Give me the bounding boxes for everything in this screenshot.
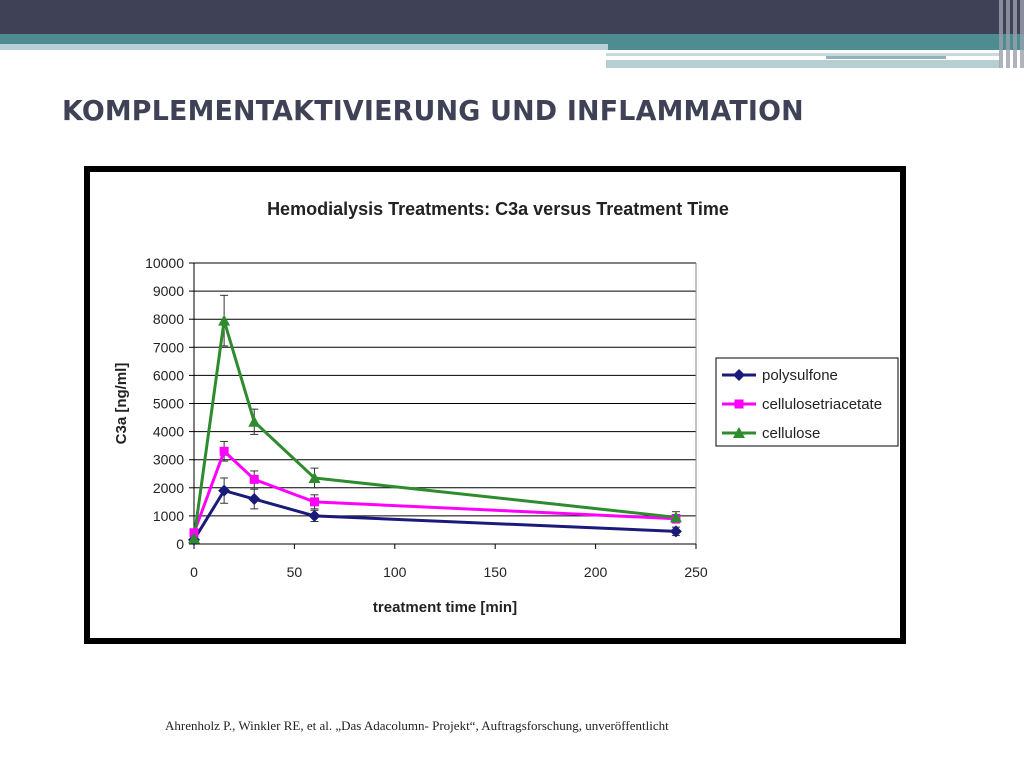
data-point-cellulose bbox=[669, 511, 682, 523]
data-point-polysulfone bbox=[669, 525, 682, 538]
x-tick-label: 200 bbox=[584, 564, 608, 580]
data-point-cellulose bbox=[248, 415, 261, 427]
legend-swatch-marker bbox=[734, 399, 744, 409]
citation: Ahrenholz P., Winkler RE, et al. „Das Ad… bbox=[165, 718, 669, 733]
data-point-cellulosetriacetate bbox=[249, 474, 259, 484]
series-line-cellulose bbox=[192, 320, 677, 539]
data-point-cellulosetriacetate bbox=[219, 446, 229, 456]
header-accent-line bbox=[826, 56, 946, 59]
data-point-polysulfone bbox=[308, 509, 321, 522]
legend-swatch-marker bbox=[733, 369, 745, 381]
y-tick-label: 8000 bbox=[153, 311, 184, 327]
data-point-cellulose bbox=[188, 532, 200, 544]
header-light-stripe bbox=[0, 44, 608, 50]
x-tick-label: 0 bbox=[190, 564, 198, 580]
x-tick-label: 150 bbox=[484, 564, 508, 580]
legend-label: cellulosetriacetate bbox=[762, 396, 882, 413]
data-point-cellulosetriacetate bbox=[309, 497, 319, 507]
y-tick-label: 10000 bbox=[145, 255, 184, 271]
y-tick-label: 4000 bbox=[153, 424, 184, 440]
y-tick-label: 0 bbox=[176, 536, 184, 552]
chart-title: Hemodialysis Treatments: C3a versus Trea… bbox=[267, 199, 729, 219]
data-point-cellulose bbox=[308, 471, 321, 483]
header-bar bbox=[0, 0, 1024, 34]
line-chart: Hemodialysis Treatments: C3a versus Trea… bbox=[113, 199, 899, 616]
y-tick-label: 3000 bbox=[153, 452, 184, 468]
legend-swatch-marker bbox=[733, 427, 745, 438]
y-tick-label: 7000 bbox=[153, 339, 184, 355]
x-axis-label: treatment time [min] bbox=[373, 599, 517, 616]
y-tick-label: 5000 bbox=[153, 396, 184, 412]
legend-label: polysulfone bbox=[762, 367, 838, 384]
y-tick-label: 9000 bbox=[153, 283, 184, 299]
header-edge-decoration bbox=[994, 0, 1024, 68]
header-accent-line bbox=[606, 60, 1000, 68]
data-point-polysulfone bbox=[248, 493, 261, 506]
data-point-polysulfone bbox=[218, 484, 231, 497]
data-point-cellulose bbox=[218, 314, 231, 326]
legend bbox=[715, 357, 899, 447]
page-title: KOMPLEMENTAKTIVIERUNG UND INFLAMMATION bbox=[62, 94, 804, 127]
y-axis-label: C3a [ng/ml] bbox=[113, 363, 130, 445]
y-tick-label: 1000 bbox=[153, 508, 184, 524]
y-tick-label: 6000 bbox=[153, 367, 184, 383]
legend-label: cellulose bbox=[762, 425, 820, 442]
x-tick-label: 50 bbox=[287, 564, 303, 580]
x-tick-label: 100 bbox=[383, 564, 407, 580]
chart-frame: Hemodialysis Treatments: C3a versus Trea… bbox=[84, 166, 906, 644]
x-tick-label: 250 bbox=[684, 564, 708, 580]
y-tick-label: 2000 bbox=[153, 480, 184, 496]
header-accent-line bbox=[606, 53, 1000, 56]
